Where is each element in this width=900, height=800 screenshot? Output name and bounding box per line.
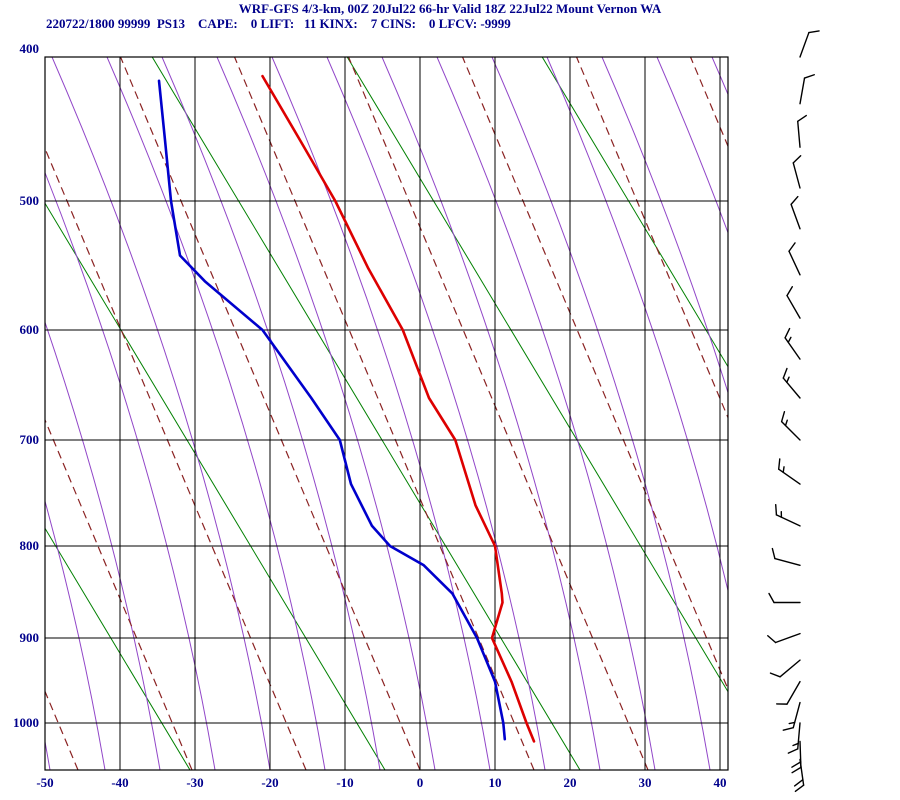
wind-barb — [769, 659, 801, 678]
wind-barb — [799, 30, 820, 58]
temperature-tick-label: -10 — [336, 775, 353, 790]
pressure-tick-label: 400 — [20, 41, 40, 56]
wind-barb — [797, 114, 807, 148]
wind-barb — [771, 547, 801, 566]
pressure-tick-label: 900 — [20, 630, 40, 645]
pressure-tick-label: 500 — [20, 193, 40, 208]
wind-barb — [782, 367, 801, 399]
wind-barb — [778, 458, 801, 485]
wind-barb — [786, 286, 801, 319]
wind-barbs — [767, 30, 820, 793]
pressure-tick-label: 800 — [20, 538, 40, 553]
temperature-tick-label: -40 — [111, 775, 128, 790]
grid — [44, 56, 729, 771]
wind-barb — [799, 74, 815, 105]
wind-barb — [768, 592, 801, 604]
pressure-tick-label: 700 — [20, 432, 40, 447]
wind-barb — [767, 632, 801, 644]
wind-barb — [776, 680, 801, 705]
temperature-tick-label: 20 — [564, 775, 577, 790]
wind-barb — [791, 740, 802, 774]
dry-adiabats — [45, 57, 728, 770]
temperature-curve — [261, 74, 536, 743]
pressure-tick-label: 1000 — [13, 715, 39, 730]
mixing-ratio-lines — [45, 57, 728, 770]
temperature-axis-labels: -50 -40 -30 -20 -10 0 10 20 30 40 — [36, 775, 726, 790]
temperature-tick-label: -20 — [261, 775, 278, 790]
pressure-tick-label: 600 — [20, 322, 40, 337]
wind-barb — [782, 701, 801, 731]
wind-barb — [775, 503, 801, 527]
plot-border — [44, 56, 729, 771]
wind-barb — [793, 758, 805, 793]
temperature-tick-label: 10 — [489, 775, 502, 790]
moist-adiabats — [45, 57, 728, 770]
wind-barb — [790, 195, 801, 230]
chart-title: WRF-GFS 4/3-km, 00Z 20Jul22 66-hr Valid … — [238, 1, 662, 16]
temperature-tick-label: 30 — [639, 775, 652, 790]
pressure-axis-labels: 400 500 600 700 800 900 1000 — [13, 41, 39, 730]
temperature-tick-label: -30 — [186, 775, 203, 790]
dewpoint-curve — [157, 79, 507, 741]
wind-barb — [792, 155, 802, 189]
wind-barb — [784, 327, 801, 360]
sounding-curves — [157, 74, 536, 743]
temperature-tick-label: -50 — [36, 775, 53, 790]
chart-params-line: 220722/1800 99999 PS13 CAPE: 0 LIFT: 11 … — [46, 16, 511, 31]
wind-barb — [788, 242, 801, 276]
wind-barb — [780, 411, 801, 441]
wind-barb — [787, 722, 801, 754]
background-lines — [45, 57, 728, 770]
temperature-tick-label: 40 — [714, 775, 727, 790]
temperature-tick-label: 0 — [417, 775, 424, 790]
